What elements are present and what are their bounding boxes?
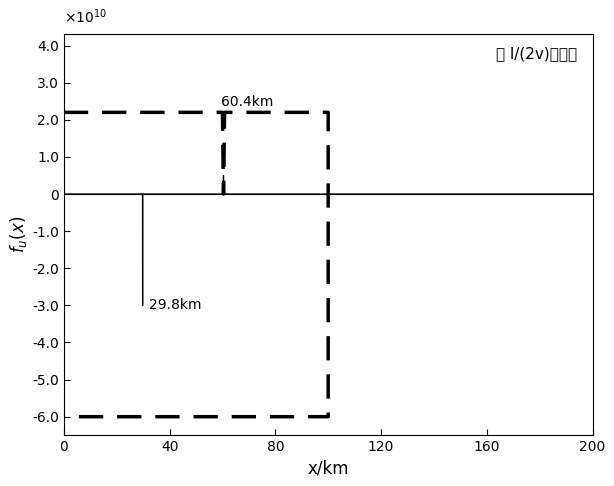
- Text: ×10$^{10}$: ×10$^{10}$: [64, 8, 107, 26]
- Y-axis label: $f_u(x)$: $f_u(x)$: [9, 216, 29, 253]
- Text: 前 l/(2v)时窗长: 前 l/(2v)时窗长: [495, 47, 577, 61]
- Text: 60.4km: 60.4km: [221, 95, 273, 109]
- Text: 29.8km: 29.8km: [149, 298, 202, 312]
- X-axis label: x/km: x/km: [308, 460, 349, 478]
